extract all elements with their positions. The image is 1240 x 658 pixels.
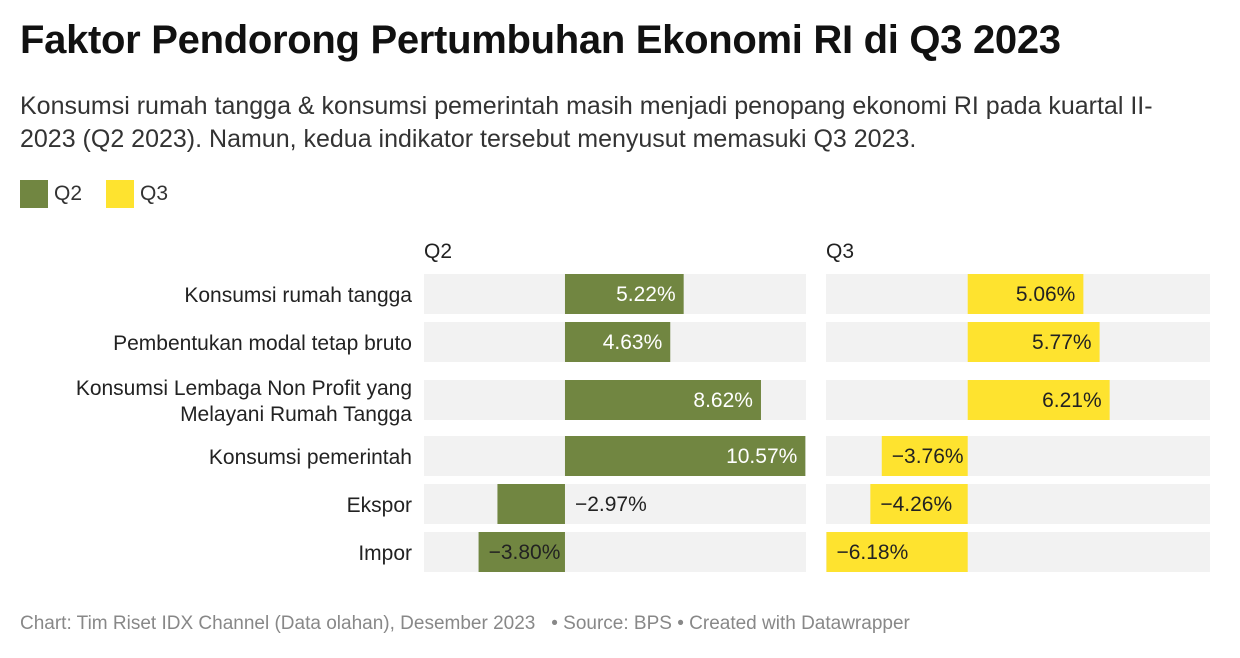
bar-q2 (564, 274, 684, 314)
footer-sep-1: • (540, 613, 564, 634)
bar-q2 (478, 532, 565, 572)
data-label: 10.57% (726, 445, 797, 468)
legend-item-q3: Q3 (106, 180, 168, 208)
bar-q3 (826, 532, 968, 572)
category-label: Ekspor (347, 494, 412, 517)
footer-source: Source: BPS (563, 613, 672, 634)
bar-q2 (564, 380, 761, 420)
legend: Q2 Q3 (20, 180, 192, 208)
chart-subtitle: Konsumsi rumah tangga & konsumsi pemerin… (20, 92, 1153, 153)
bar-q2 (564, 322, 671, 362)
bar-track (424, 484, 806, 524)
bar-q3 (967, 274, 1084, 314)
panel-header-q2: Q2 (424, 240, 452, 263)
data-label: 8.62% (693, 389, 753, 412)
bar-q2 (564, 436, 806, 476)
bar-q3 (870, 484, 968, 524)
bar-q2 (497, 484, 565, 524)
data-label: −2.97% (575, 493, 647, 516)
legend-swatch-q2 (20, 180, 48, 208)
category-label: Melayani Rumah Tangga (180, 403, 412, 426)
legend-swatch-q3 (106, 180, 135, 208)
data-label: 6.21% (1042, 389, 1102, 412)
panel-header-q3: Q3 (826, 240, 854, 263)
legend-label-q2: Q2 (54, 182, 83, 205)
data-label: 5.06% (1016, 283, 1076, 306)
data-label: −4.26% (880, 493, 952, 516)
bar-q3 (881, 436, 968, 476)
data-label: 5.77% (1032, 331, 1092, 354)
data-label: −6.18% (836, 541, 908, 564)
category-label: Konsumsi rumah tangga (184, 284, 412, 307)
data-label: 4.63% (603, 331, 663, 354)
category-label: Impor (358, 542, 412, 565)
legend-label-q3: Q3 (140, 182, 169, 205)
footer-sep-2: • (677, 613, 690, 634)
data-label: −3.80% (489, 541, 561, 564)
bar-chart: Konsumsi rumah tangga Pembentukan modal t… (76, 240, 1210, 572)
category-label: Konsumsi Lembaga Non Profit yang (76, 377, 412, 400)
category-label: Konsumsi pemerintah (209, 446, 412, 469)
chart-footer: Chart: Tim Riset IDX Channel (Data olaha… (20, 613, 910, 635)
bar-q3 (967, 380, 1110, 420)
data-label: 5.22% (616, 283, 676, 306)
footer-credit: Chart: Tim Riset IDX Channel (Data olaha… (20, 613, 536, 634)
legend-item-q2: Q2 (20, 180, 82, 208)
bar-q3 (967, 322, 1100, 362)
category-label: Pembentukan modal tetap bruto (113, 332, 412, 355)
footer-created: Created with Datawrapper (689, 613, 910, 634)
data-label: −3.76% (892, 445, 964, 468)
chart-title: Faktor Pendorong Pertumbuhan Ekonomi RI … (20, 18, 1061, 62)
